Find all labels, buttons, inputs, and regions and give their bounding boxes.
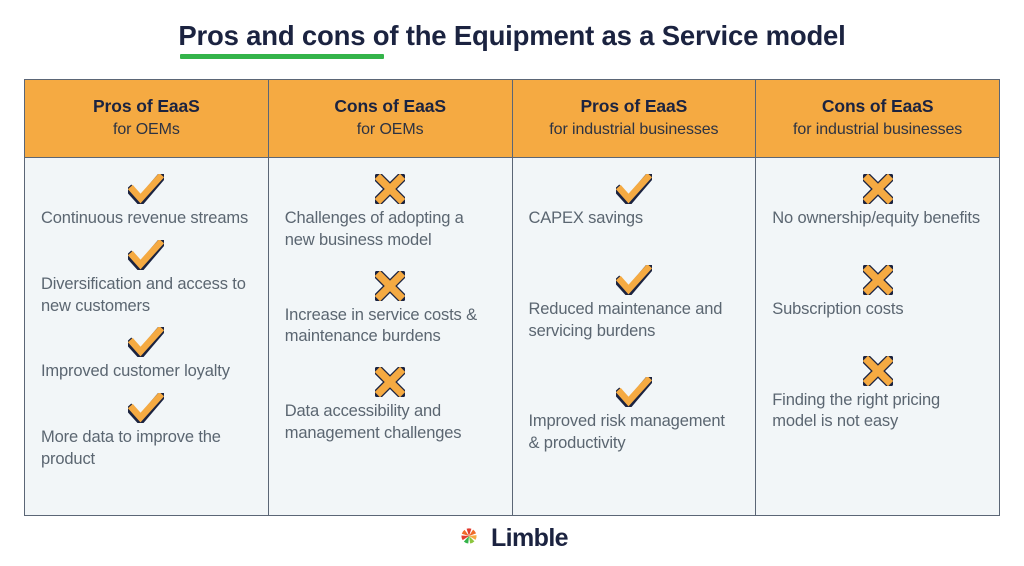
cross-icon (285, 269, 496, 303)
table-cell-cons-industrial: No ownership/equity benefits Subscriptio… (756, 158, 999, 515)
header-subtitle: for OEMs (356, 121, 424, 139)
list-item-label: No ownership/equity benefits (772, 209, 980, 227)
limble-wordmark: Limble (491, 524, 569, 552)
pros-cons-table: Pros of EaaS for OEMs Cons of EaaS for O… (24, 79, 1000, 516)
page-title-text: Pros and cons of the Equipment as a Serv… (178, 20, 846, 51)
list-item: Challenges of adopting a new business mo… (285, 172, 496, 252)
table-header-cell-cons-industrial: Cons of EaaS for industrial businesses (756, 80, 999, 157)
cross-icon (285, 172, 496, 206)
table-cell-pros-oems: Continuous revenue streams Diversificati… (25, 158, 269, 515)
table-header-cell-pros-industrial: Pros of EaaS for industrial businesses (512, 80, 757, 157)
cross-icon (772, 172, 983, 206)
brand-footer: Limble (0, 523, 1024, 554)
check-icon (41, 391, 252, 425)
check-icon (529, 375, 740, 409)
page-title-container: Pros and cons of the Equipment as a Serv… (0, 20, 1024, 59)
list-item: Reduced maintenance and servicing burden… (529, 263, 740, 343)
list-item: Data accessibility and management challe… (285, 365, 496, 445)
list-item-label: Reduced maintenance and servicing burden… (528, 299, 723, 340)
list-item: CAPEX savings (529, 172, 740, 230)
list-item-label: Improved customer loyalty (41, 362, 230, 381)
list-item-label: Subscription costs (772, 299, 904, 318)
list-item-label: Improved risk management & productivity (528, 412, 725, 453)
header-subtitle: for industrial businesses (549, 121, 719, 139)
header-title: Pros of EaaS (580, 96, 688, 117)
check-icon (41, 172, 252, 206)
table-header-cell-pros-oems: Pros of EaaS for OEMs (25, 80, 269, 157)
list-item: Subscription costs (772, 263, 983, 321)
list-item: No ownership/equity benefits (772, 172, 983, 230)
list-item: More data to improve the product (41, 391, 252, 471)
list-item-label: Continuous revenue streams (41, 209, 249, 227)
table-cell-cons-oems: Challenges of adopting a new business mo… (269, 158, 513, 515)
header-subtitle: for OEMs (112, 121, 180, 139)
list-item-label: Diversification and access to new custom… (41, 274, 246, 315)
list-item: Finding the right pricing model is not e… (772, 354, 983, 434)
list-item: Diversification and access to new custom… (41, 238, 252, 318)
list-item: Continuous revenue streams (41, 172, 252, 230)
list-item-label: Finding the right pricing model is not e… (772, 390, 941, 431)
check-icon (41, 325, 252, 359)
check-icon (529, 263, 740, 297)
table-header-row: Pros of EaaS for OEMs Cons of EaaS for O… (25, 80, 999, 158)
list-item: Improved customer loyalty (41, 325, 252, 383)
check-icon (41, 238, 252, 272)
list-item-label: Challenges of adopting a new business mo… (284, 209, 464, 249)
list-item-label: More data to improve the product (41, 428, 221, 468)
check-icon (529, 172, 740, 206)
title-underline-accent (180, 53, 385, 59)
limble-pinwheel-icon (456, 523, 482, 554)
table-header-cell-cons-oems: Cons of EaaS for OEMs (268, 80, 513, 157)
list-item-label: Data accessibility and management challe… (284, 402, 462, 442)
header-title: Cons of EaaS (334, 96, 446, 117)
table-cell-pros-industrial: CAPEX savings Reduced maintenance and se… (513, 158, 757, 515)
cross-icon (772, 263, 983, 297)
table-body-row: Continuous revenue streams Diversificati… (25, 158, 999, 515)
cross-icon (285, 365, 496, 399)
page-title: Pros and cons of the Equipment as a Serv… (178, 20, 846, 59)
cross-icon (772, 354, 983, 388)
header-title: Pros of EaaS (92, 96, 200, 117)
list-item-label: CAPEX savings (528, 209, 644, 227)
list-item-label: Increase in service costs & maintenance … (284, 305, 477, 346)
list-item: Increase in service costs & maintenance … (285, 269, 496, 349)
list-item: Improved risk management & productivity (529, 375, 740, 455)
header-subtitle: for industrial businesses (793, 121, 963, 139)
header-title: Cons of EaaS (821, 96, 934, 117)
